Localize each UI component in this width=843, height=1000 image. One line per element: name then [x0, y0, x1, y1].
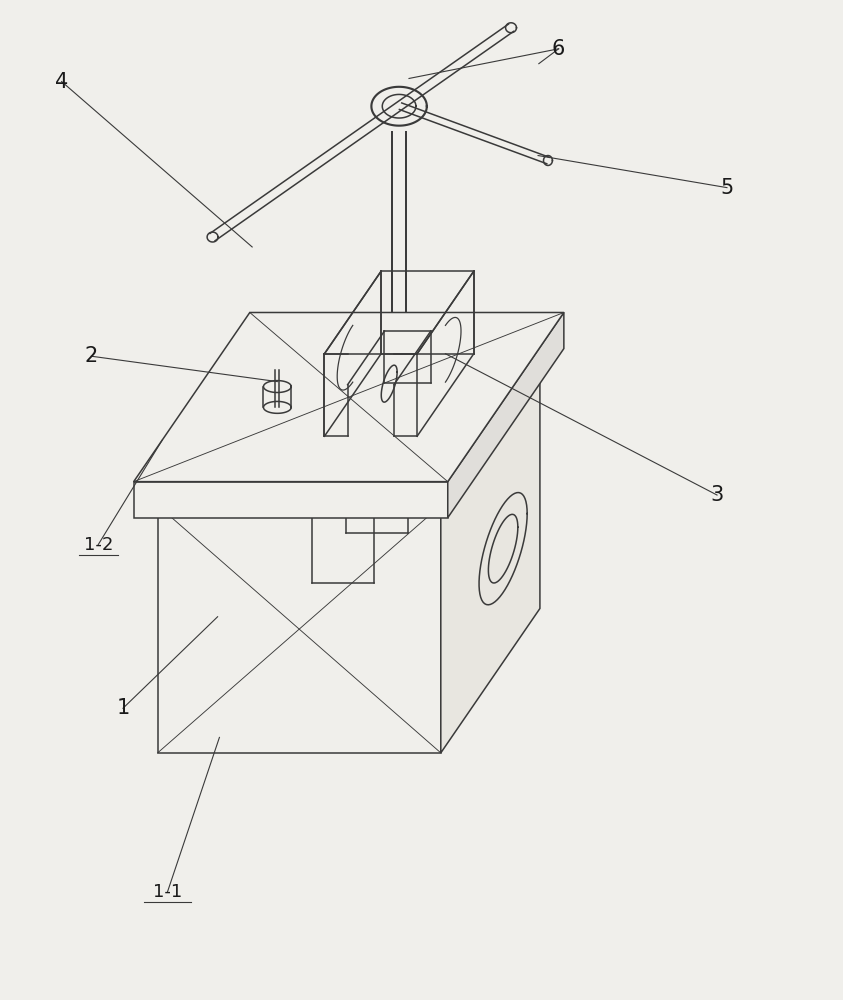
Text: 5: 5 [720, 178, 733, 198]
Text: 1: 1 [116, 698, 130, 718]
Text: 2: 2 [84, 346, 98, 366]
Polygon shape [448, 312, 564, 518]
Polygon shape [441, 361, 540, 753]
Text: 1-2: 1-2 [83, 536, 113, 554]
Text: 1-1: 1-1 [153, 883, 182, 901]
Polygon shape [134, 482, 448, 518]
Polygon shape [134, 312, 564, 482]
Text: 6: 6 [552, 39, 566, 59]
Text: 3: 3 [711, 485, 723, 505]
Polygon shape [158, 361, 540, 505]
Polygon shape [158, 505, 441, 753]
Text: 4: 4 [55, 72, 68, 92]
